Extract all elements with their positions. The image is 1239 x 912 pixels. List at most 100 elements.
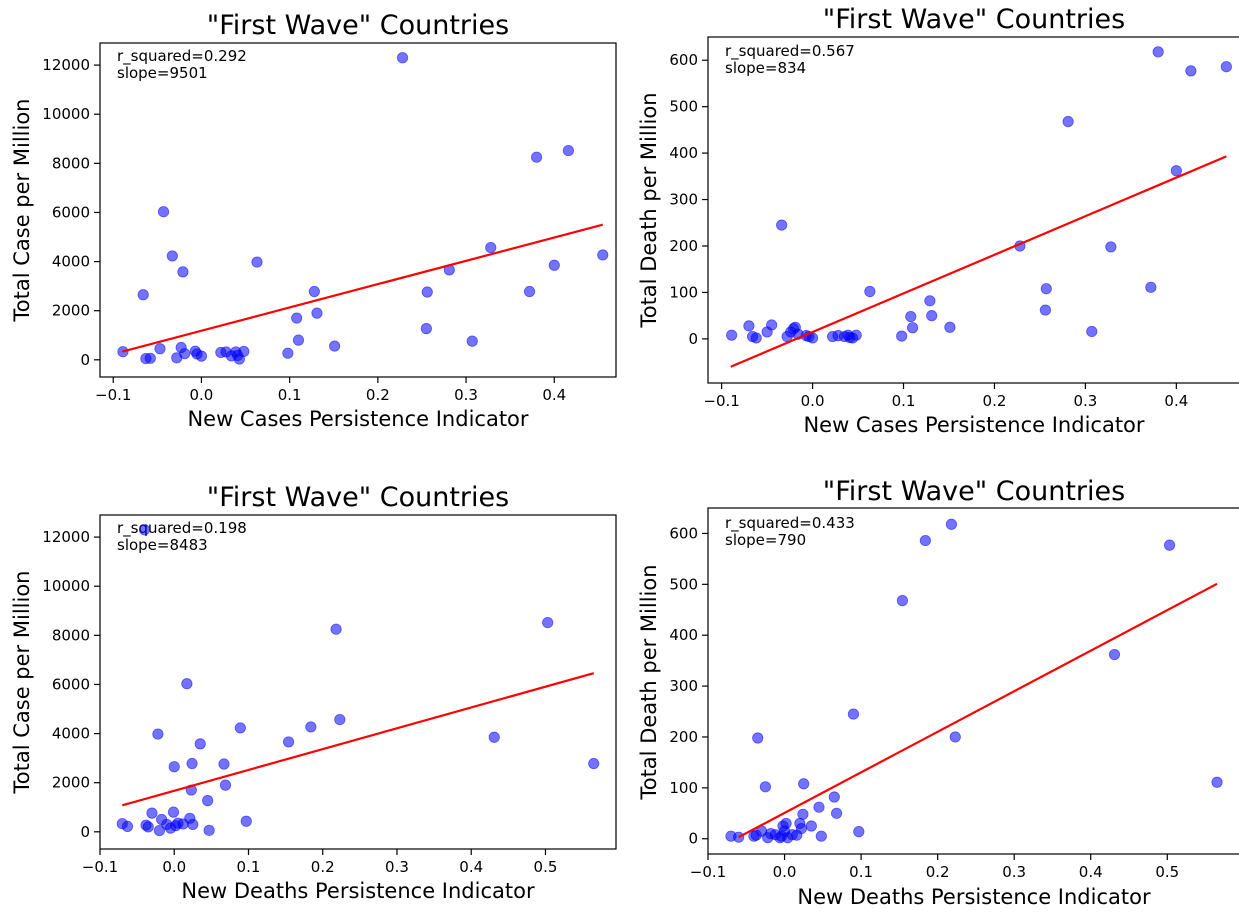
- y-tick-label: 12000: [42, 528, 90, 546]
- x-tick-label: 0.1: [278, 386, 302, 404]
- x-tick-label: 0.2: [366, 386, 390, 404]
- data-point: [152, 728, 164, 740]
- x-axis-label: New Cases Persistence Indicator: [803, 413, 1144, 437]
- data-point: [1040, 283, 1052, 295]
- data-point: [154, 343, 166, 355]
- y-tick-label: 2000: [52, 302, 90, 320]
- r-squared-annotation: r_squared=0.292: [117, 47, 247, 66]
- y-tick-label: 4000: [52, 253, 90, 271]
- data-point: [896, 595, 909, 607]
- data-point: [485, 241, 497, 254]
- y-tick-label: 6000: [52, 675, 90, 693]
- data-point: [219, 779, 232, 791]
- y-axis-label: Total Death per Million: [637, 92, 661, 328]
- chart-title: "First Wave" Countries: [207, 482, 509, 513]
- data-point: [531, 151, 543, 163]
- y-tick-label: 10000: [42, 577, 90, 595]
- data-point: [798, 778, 810, 790]
- data-point: [168, 761, 180, 773]
- panel-cases-vs-new-deaths: "First Wave" Countries New Deaths Persis…: [10, 482, 617, 903]
- data-point: [177, 266, 189, 278]
- y-tick-label: 200: [669, 237, 698, 255]
- x-axis-label: New Cases Persistence Indicator: [187, 407, 528, 431]
- plot-frame: [99, 42, 617, 378]
- panel-cases-vs-new-cases: "First Wave" Countries New Cases Persist…: [10, 10, 617, 431]
- data-point: [311, 307, 323, 319]
- data-point: [1145, 281, 1157, 293]
- data-point: [1086, 325, 1098, 338]
- data-point: [949, 731, 961, 743]
- data-point: [896, 330, 908, 342]
- y-axis-label: Total Case per Million: [10, 571, 34, 795]
- data-point: [1039, 304, 1051, 316]
- plot-frame: [707, 507, 1239, 855]
- plot-frame: [707, 36, 1239, 384]
- data-point: [202, 795, 214, 807]
- regression-line: [738, 582, 1218, 839]
- data-point: [1185, 65, 1197, 77]
- data-point: [945, 518, 958, 530]
- data-point: [251, 256, 263, 268]
- slope-annotation: slope=8483: [117, 536, 208, 554]
- y-tick-label: 500: [669, 98, 698, 116]
- y-axis-label: Total Death per Million: [637, 564, 661, 800]
- data-point: [907, 322, 919, 334]
- data-point: [828, 791, 840, 803]
- y-tick-label: 0: [688, 330, 698, 348]
- y-tick-label: 600: [669, 524, 698, 542]
- data-point: [1211, 776, 1223, 788]
- data-point: [144, 352, 156, 364]
- y-tick-label: 200: [669, 728, 698, 746]
- data-point: [853, 826, 865, 838]
- x-tick-label: 0.0: [801, 392, 825, 410]
- data-point: [750, 332, 762, 344]
- data-point: [137, 289, 149, 301]
- y-tick-label: 100: [669, 779, 698, 797]
- data-point: [919, 534, 931, 547]
- data-point: [329, 340, 341, 352]
- data-point: [181, 678, 193, 690]
- data-point: [924, 295, 936, 307]
- y-tick-label: 500: [669, 575, 698, 593]
- panel-deaths-vs-new-cases: "First Wave" Countries New Cases Persist…: [637, 4, 1239, 437]
- chart-title: "First Wave" Countries: [823, 476, 1125, 507]
- y-tick-label: 300: [669, 677, 698, 695]
- data-point: [234, 722, 246, 734]
- data-point: [121, 820, 134, 833]
- y-tick-label: 400: [669, 144, 698, 162]
- data-point: [396, 52, 409, 64]
- x-tick-label: 0.0: [773, 863, 797, 881]
- x-tick-label: −0.1: [690, 863, 726, 881]
- y-tick-label: 10000: [42, 105, 90, 123]
- data-point: [146, 807, 158, 819]
- data-point: [548, 259, 560, 271]
- y-tick-label: 8000: [52, 154, 90, 172]
- data-point: [562, 144, 574, 157]
- data-point: [166, 250, 178, 262]
- data-point: [542, 616, 554, 629]
- data-point: [1152, 46, 1164, 58]
- y-tick-label: 600: [669, 51, 698, 69]
- x-tick-label: 0.3: [385, 858, 409, 876]
- x-tick-label: 0.1: [237, 858, 261, 876]
- data-point: [926, 310, 938, 322]
- data-point: [330, 623, 342, 635]
- x-tick-label: 0.3: [454, 386, 478, 404]
- x-tick-label: 0.5: [534, 858, 558, 876]
- data-point: [203, 824, 215, 836]
- data-point: [421, 286, 433, 298]
- data-point: [282, 347, 294, 359]
- y-tick-label: 12000: [42, 56, 90, 74]
- data-point: [830, 807, 843, 819]
- x-tick-label: 0.1: [892, 392, 916, 410]
- x-tick-label: 0.1: [849, 863, 873, 881]
- data-point: [780, 817, 792, 830]
- data-point: [588, 757, 600, 770]
- regression-line: [121, 672, 595, 807]
- y-tick-label: 300: [669, 191, 698, 209]
- data-point: [805, 820, 817, 832]
- data-point: [179, 348, 191, 360]
- data-point: [864, 285, 876, 298]
